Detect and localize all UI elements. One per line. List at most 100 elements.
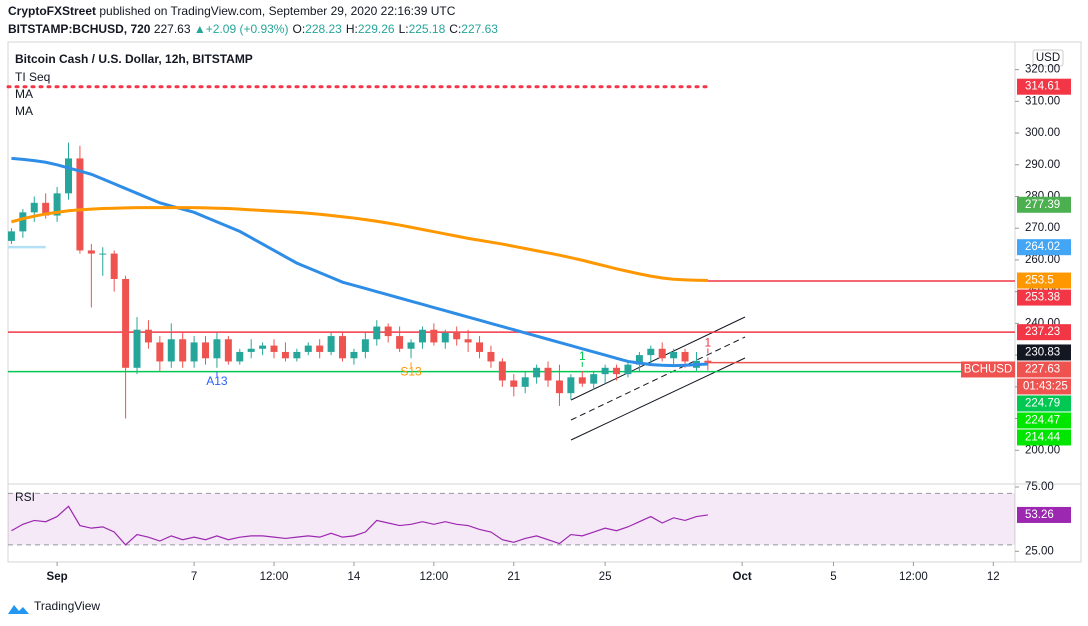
rsi-tick-label: 75.00 [1025, 481, 1054, 493]
price-tag-label: 230.83 [1025, 347, 1060, 359]
candle-body [578, 377, 586, 384]
y-tick-label: 320.00 [1025, 64, 1060, 76]
candle-body [76, 158, 84, 251]
publisher: CryptoFXStreet [8, 4, 96, 18]
candle-body [613, 367, 621, 375]
symbol: BITSTAMP:BCHUSD, 720 [8, 22, 151, 36]
candle-body [670, 351, 678, 359]
candle-body [65, 158, 73, 194]
symbol-tag [961, 361, 1015, 378]
candle-body [430, 329, 438, 343]
rsi-tick-label: 25.00 [1025, 545, 1054, 557]
candle-body [635, 355, 643, 365]
x-tick-label: Sep [47, 571, 68, 583]
ohlc-value: 227.63 [461, 22, 498, 36]
y-tick-label: 300.00 [1025, 127, 1060, 139]
candle-body [316, 345, 324, 352]
candle-body [144, 329, 152, 343]
arrow: ▲ [194, 22, 206, 36]
price-tag-label: 314.61 [1025, 81, 1060, 93]
candle-body [281, 351, 289, 359]
price-tag [1017, 324, 1071, 341]
candle-body [441, 332, 449, 343]
logo [8, 605, 29, 614]
candle-body [156, 342, 164, 362]
annotation: A13 [206, 374, 228, 388]
y-tick-label: 310.00 [1025, 95, 1060, 107]
price-tag [1017, 196, 1071, 213]
price-tag-label: 253.38 [1025, 292, 1060, 304]
price-tag-label: 253.5 [1025, 275, 1054, 287]
symbol-tag-label: BCHUSD [964, 364, 1013, 376]
candle-body [704, 360, 712, 363]
candle-body [544, 367, 552, 381]
candle-body [658, 348, 666, 359]
y-tick-label: 200.00 [1025, 444, 1060, 456]
price-tag [1017, 344, 1071, 361]
candle-body [179, 339, 187, 362]
price-tag [1017, 429, 1071, 446]
channel-line [570, 316, 746, 401]
candle-body [498, 361, 506, 381]
currency: USD [1036, 52, 1060, 64]
x-tick-label: 25 [599, 571, 612, 583]
price-tag-label: 227.63 [1025, 364, 1060, 376]
candle-body [555, 380, 563, 394]
x-tick-label: 21 [507, 571, 520, 583]
brand-name: TradingView [34, 599, 100, 613]
ohlc-label: C: [449, 22, 461, 36]
candle-body [350, 351, 358, 359]
candle-body [533, 367, 541, 378]
candle-body [304, 345, 312, 352]
candle-body [476, 342, 484, 352]
candle-body [87, 250, 95, 254]
candle-body [361, 339, 369, 352]
last: 227.63 [154, 22, 191, 36]
rsi-tag [1017, 506, 1071, 523]
x-tick-label: 7 [191, 571, 197, 583]
price-tag-label: 277.39 [1025, 199, 1060, 211]
indicator: TI Seq [15, 70, 50, 84]
ma-line [11, 206, 708, 283]
rsi-band [8, 493, 1015, 545]
currency-box [1032, 49, 1064, 67]
ohlc-value: 225.18 [409, 22, 446, 36]
candle-body [236, 351, 244, 362]
candle-body [259, 345, 267, 349]
channel-mid [570, 336, 746, 421]
price-tag [1017, 395, 1071, 412]
published: published on TradingView.com, September … [99, 4, 455, 18]
ohlc-value: 228.23 [305, 22, 342, 36]
candle-body [110, 253, 118, 279]
x-tick-label: 12:00 [419, 571, 448, 583]
ma-line [11, 156, 708, 368]
candle-body [122, 278, 130, 368]
rsi-line [11, 505, 708, 546]
y-tick-label: 270.00 [1025, 222, 1060, 234]
candle-body [53, 193, 61, 216]
change: +2.09 (+0.93%) [206, 22, 289, 36]
x-tick-label: 12:00 [260, 571, 289, 583]
candle-body [270, 345, 278, 352]
x-tick-label: 12:00 [899, 571, 928, 583]
candle-body [224, 339, 232, 362]
price-tag-label: 224.47 [1025, 415, 1060, 427]
candle-body [167, 339, 175, 362]
brand [8, 605, 29, 614]
ohlc-value: 229.26 [358, 22, 395, 36]
candle-body [339, 336, 347, 359]
symbol-line: BITSTAMP:BCHUSD, 720 227.63 ▲+2.09 (+0.9… [8, 22, 498, 36]
candle-body [190, 342, 198, 362]
candle-body [202, 342, 210, 359]
price-tag [1017, 78, 1071, 95]
candle-body [487, 351, 495, 362]
indicator: MA [15, 87, 33, 101]
price-tag-label: 214.44 [1025, 432, 1061, 444]
candle-body [384, 326, 392, 337]
frame [7, 41, 1082, 563]
x-tick-label: 5 [830, 571, 836, 583]
candle-body [567, 377, 575, 394]
candle-body [647, 348, 655, 356]
